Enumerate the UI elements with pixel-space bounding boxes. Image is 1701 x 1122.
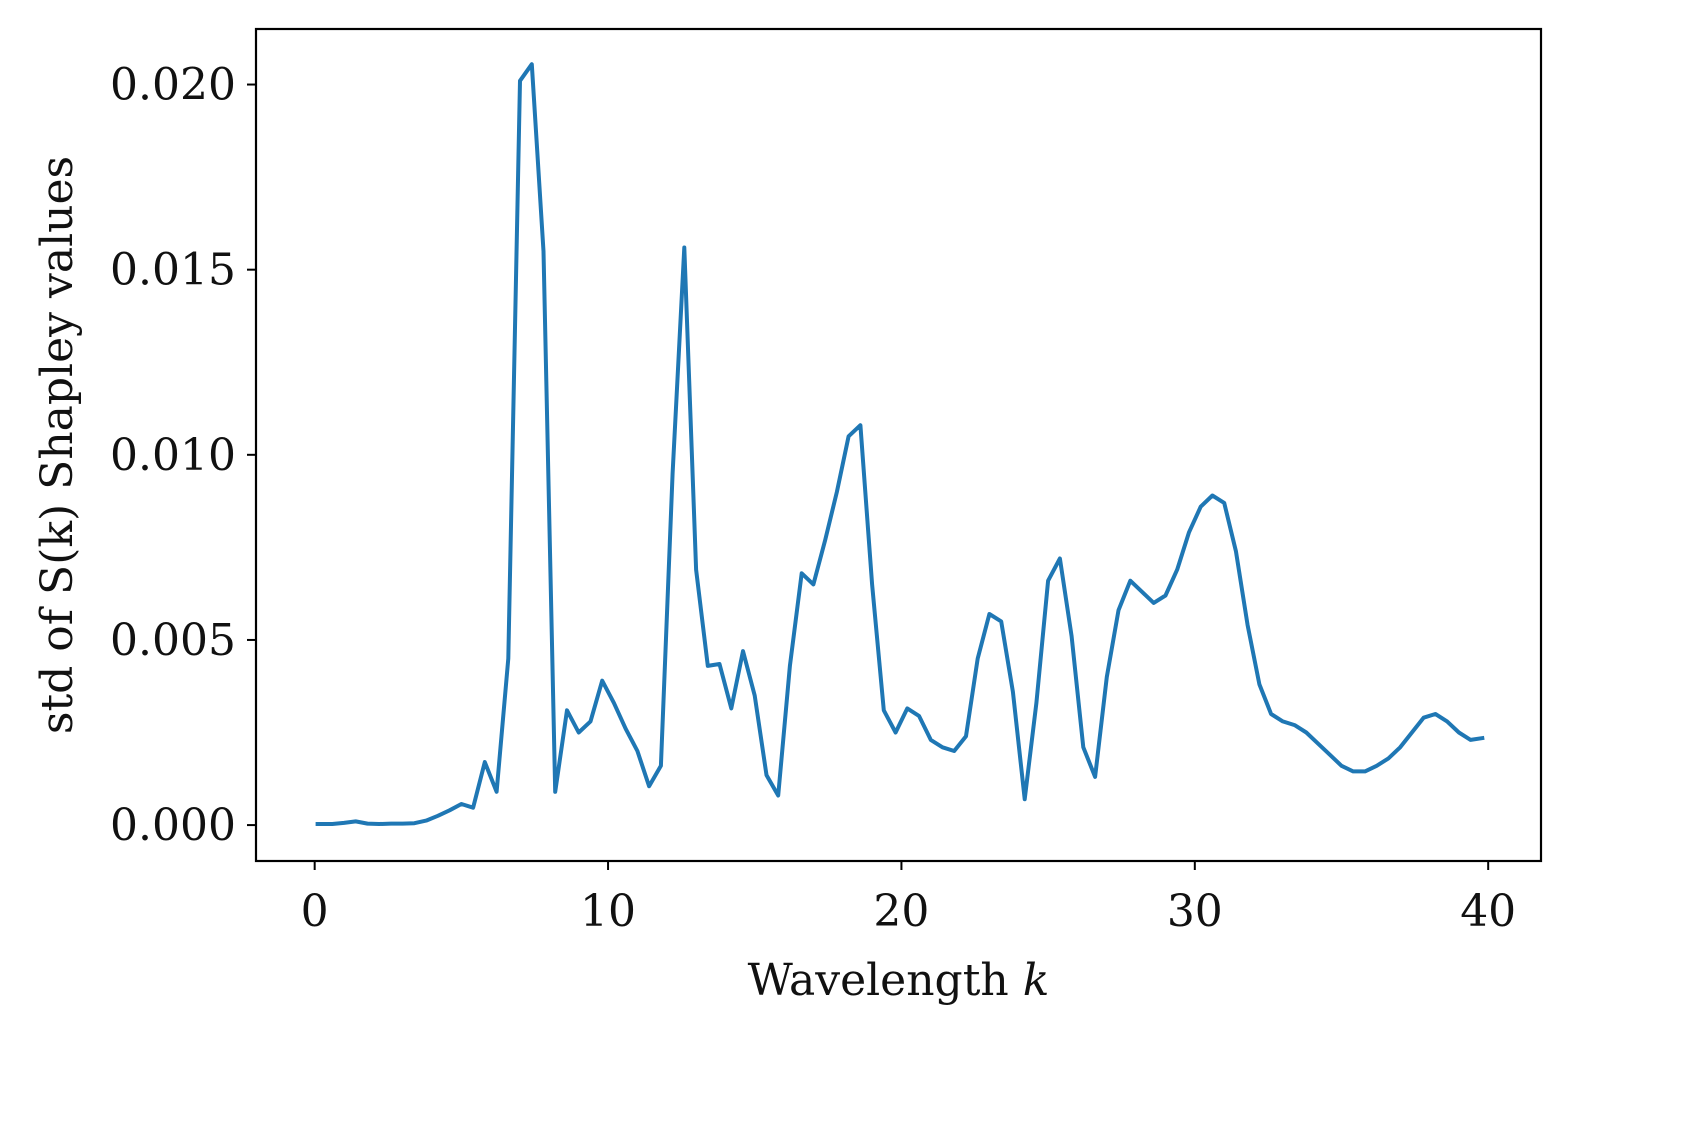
x-tick-label: 40 <box>1460 886 1516 937</box>
y-tick-label: 0.015 <box>110 245 236 296</box>
plot-frame <box>254 27 1543 863</box>
y-tick-label: 0.010 <box>110 430 236 481</box>
y-axis-label: std of S(k) Shapley values <box>32 156 83 734</box>
x-tick-label: 0 <box>301 886 329 937</box>
x-axis-label-variable: k <box>1023 955 1050 1006</box>
x-axis-ticks: 0 10 20 30 40 <box>301 861 1516 937</box>
y-tick-label: 0.000 <box>110 800 236 851</box>
series-line <box>315 62 1485 826</box>
x-tick-label: 10 <box>580 886 636 937</box>
y-axis-ticks: 0.000 0.005 0.010 0.015 0.020 <box>110 60 256 851</box>
y-tick-label: 0.005 <box>110 615 236 666</box>
x-tick-label: 30 <box>1167 886 1223 937</box>
x-axis-label: Wavelength k <box>748 955 1050 1006</box>
x-tick-label: 20 <box>873 886 929 937</box>
series-layer <box>315 62 1485 826</box>
y-tick-label: 0.020 <box>110 60 236 111</box>
x-axis-label-text: Wavelength <box>748 955 1023 1006</box>
